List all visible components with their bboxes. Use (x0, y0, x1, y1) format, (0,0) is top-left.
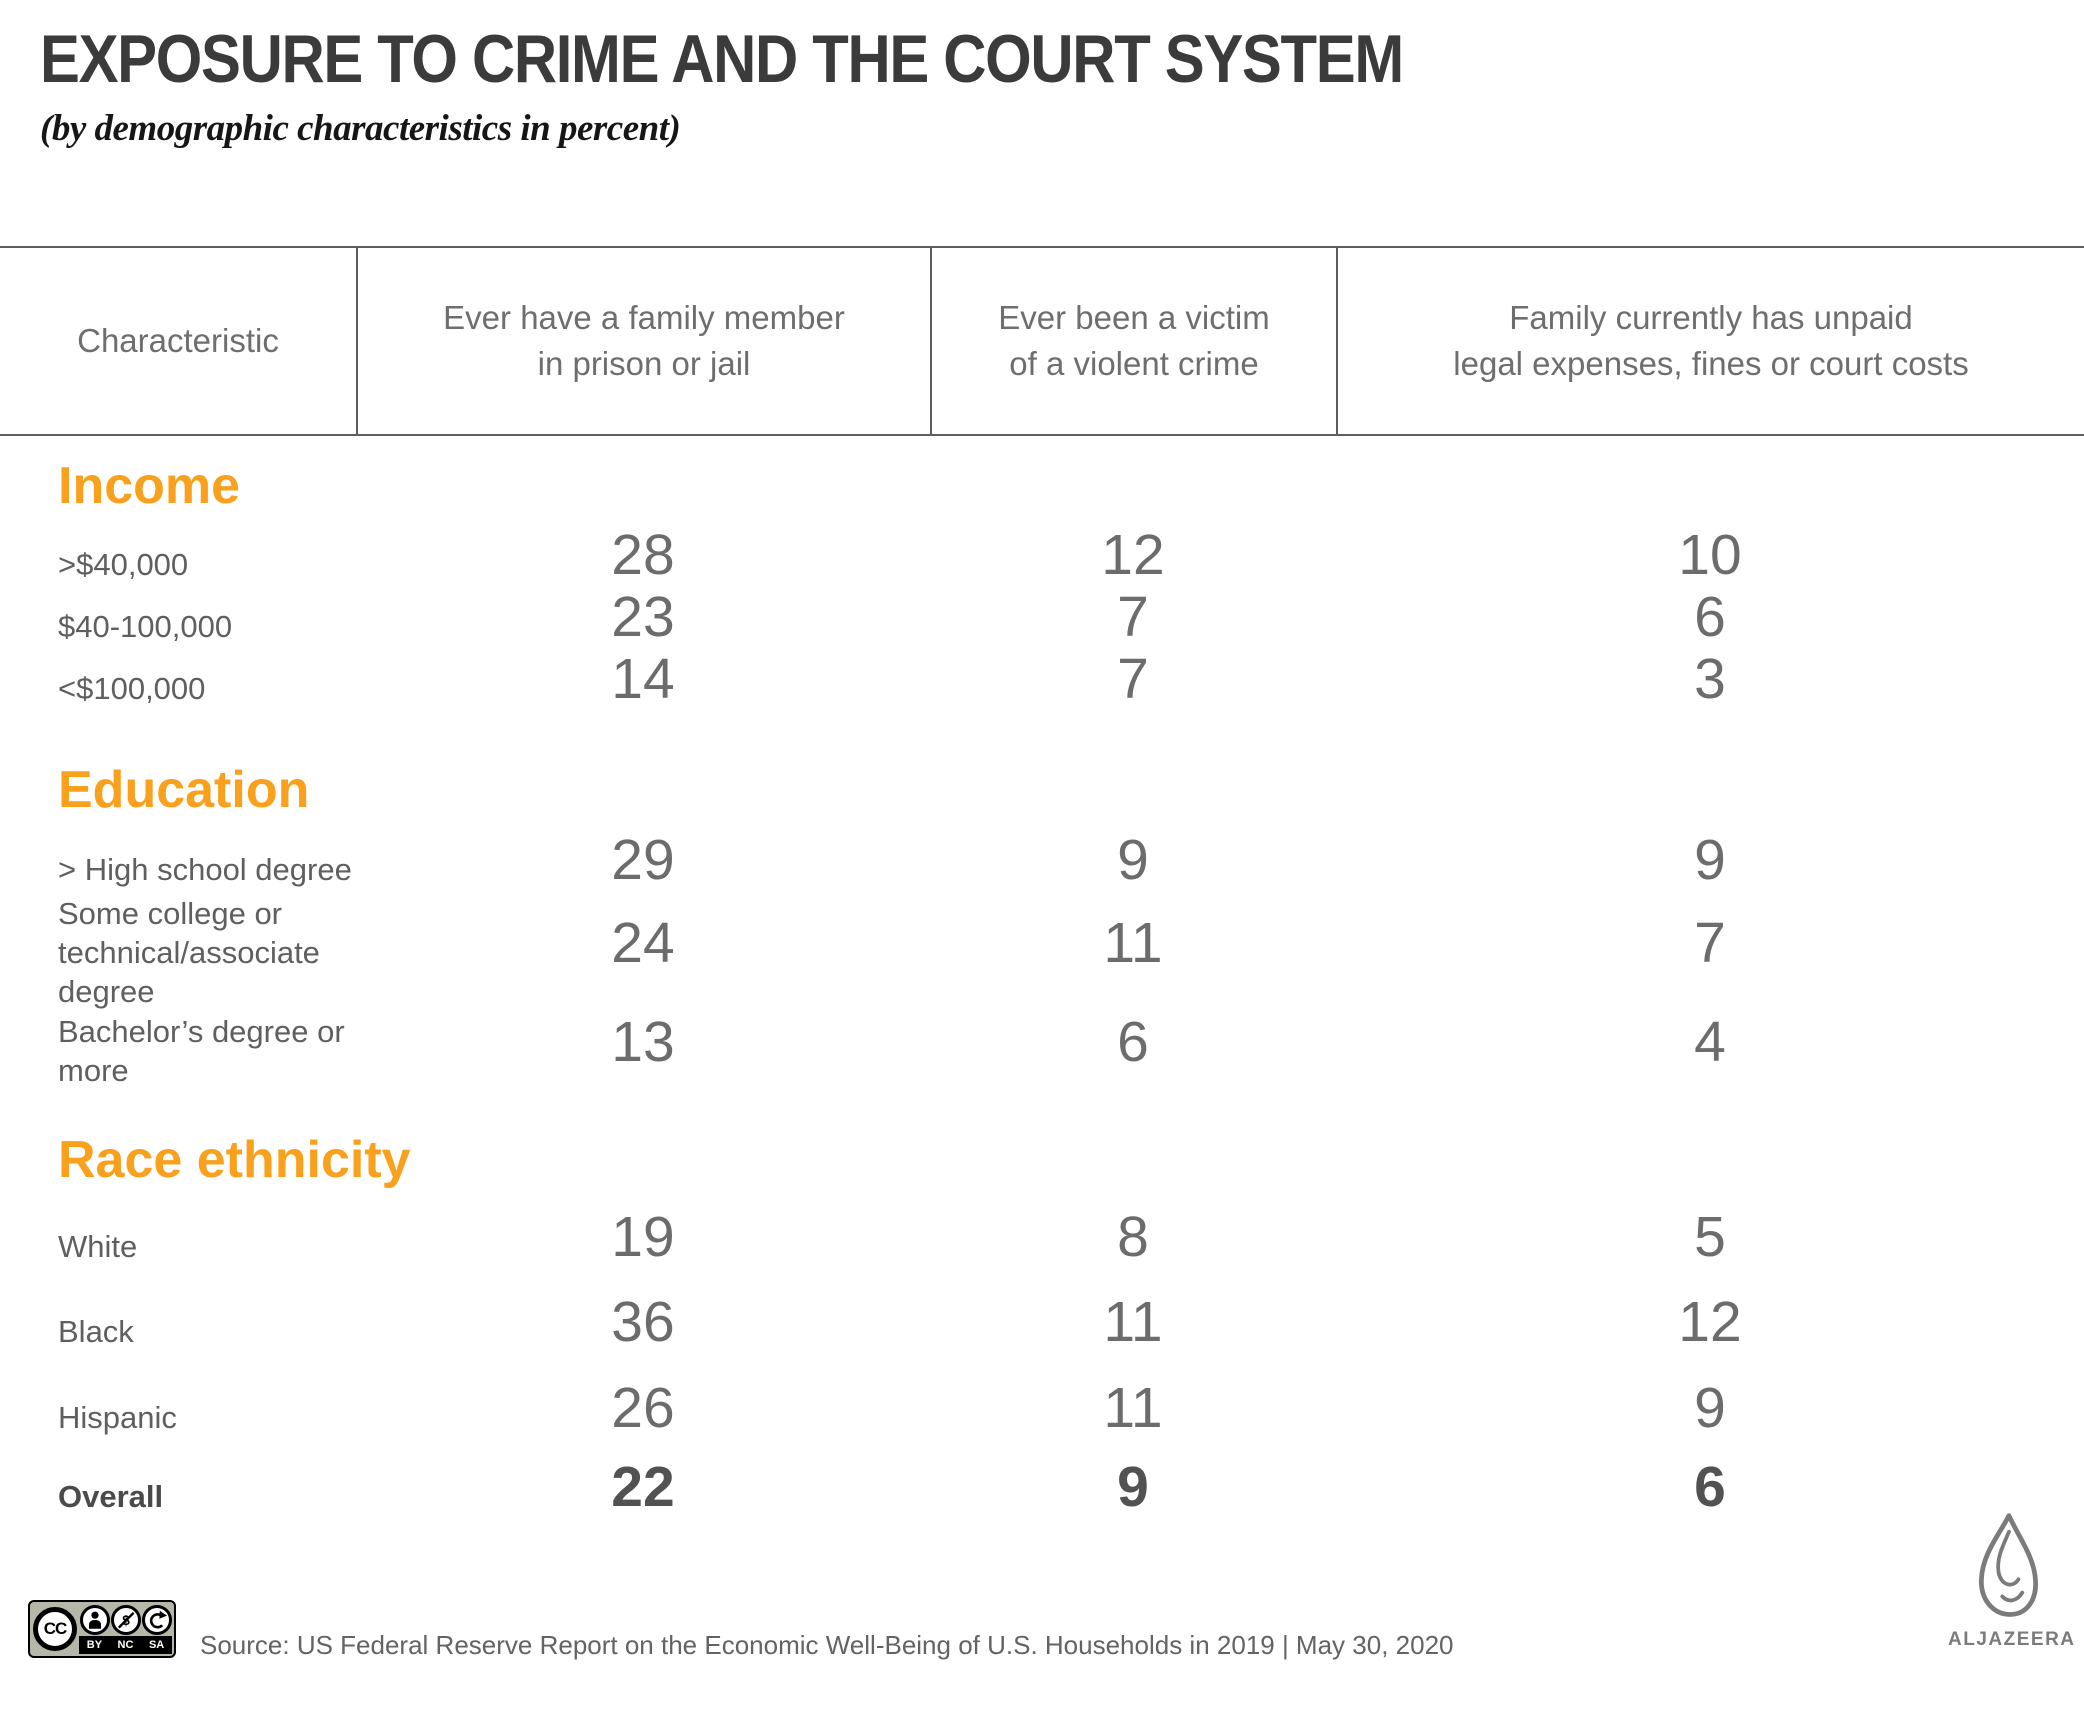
value-victim-crime: 11 (1103, 1376, 1163, 1440)
row-label-text: Some college or (58, 896, 283, 931)
cc-sa-label: SA (148, 1638, 165, 1651)
row-label-text: Black (58, 1313, 134, 1349)
value-legal-expenses: 9 (1694, 828, 1726, 892)
aljazeera-wordmark: ALJAZEERA (1948, 1629, 2076, 1650)
page-title: EXPOSURE TO CRIME AND THE COURT SYSTEM (40, 21, 1404, 97)
row-label: $40-100,000 (0, 608, 356, 647)
aljazeera-flame-icon (1979, 1513, 2038, 1617)
cc-sa-arrow-icon (142, 1605, 172, 1635)
cc-license-badge: CC $ BY NC SA (28, 1600, 176, 1658)
column-header-text: Ever been a victim (998, 298, 1270, 336)
table-row-hispanic: Hispanic 26 11 9 (0, 1376, 2084, 1453)
value-legal-expenses: 12 (1678, 1290, 1742, 1354)
row-label: Some college or technical/associate degr… (0, 895, 356, 1011)
table-row-black: Black 36 11 12 (0, 1290, 2084, 1367)
source-attribution: Source: US Federal Reserve Report on the… (200, 1630, 1454, 1660)
row-label-text: <$100,000 (58, 670, 206, 706)
cc-nc-label: NC (117, 1638, 134, 1651)
row-label-text: Bachelor’s degree or more (58, 1014, 345, 1088)
value-family-prison: 26 (611, 1376, 675, 1440)
row-label: >$40,000 (0, 546, 356, 585)
value-victim-crime: 11 (1103, 1290, 1163, 1354)
table-row-highschool: > High school degree 29 9 9 (0, 828, 2084, 905)
table-row-income-over100k: <$100,000 14 7 3 (0, 647, 2084, 722)
value-family-prison: 24 (611, 911, 675, 976)
column-header-text: Characteristic (77, 321, 279, 359)
page-subtitle: (by demographic characteristics in perce… (40, 108, 681, 150)
row-label-text: >$40,000 (58, 546, 189, 582)
masthead: EXPOSURE TO CRIME AND THE COURT SYSTEM (… (40, 21, 1589, 150)
table-row-income-under40k: >$40,000 28 12 10 (0, 523, 2084, 598)
value-family-prison: 36 (611, 1290, 675, 1354)
column-header-text: legal expenses, fines or court costs (1453, 345, 1969, 382)
value-victim-crime: 9 (1117, 1455, 1149, 1519)
value-family-prison: 28 (611, 523, 675, 587)
value-victim-crime: 6 (1117, 1009, 1149, 1074)
cc-by-label: BY (86, 1638, 103, 1651)
column-header-text: Family currently has unpaid (1509, 298, 1913, 336)
section-heading-income: Income (58, 457, 241, 515)
row-label: > High school degree (0, 851, 356, 890)
value-family-prison: 13 (611, 1009, 675, 1074)
value-legal-expenses: 3 (1694, 647, 1726, 711)
value-victim-crime: 9 (1117, 828, 1149, 892)
table-row-bachelors: Bachelor’s degree or more 13 6 4 (0, 1010, 2084, 1088)
row-label-text: White (58, 1228, 138, 1264)
column-header-victim-crime: Ever been a victim of a violent crime (930, 248, 1336, 434)
cc-nc-dollar-icon: $ (111, 1605, 141, 1635)
value-victim-crime: 12 (1101, 523, 1165, 587)
row-label-text: Hispanic (58, 1399, 177, 1435)
row-label-text: technical/associate degree (58, 934, 320, 1009)
row-label: Hispanic (0, 1399, 356, 1438)
value-legal-expenses: 5 (1694, 1205, 1726, 1269)
row-label: Overall (0, 1478, 356, 1517)
value-legal-expenses: 9 (1694, 1376, 1726, 1440)
value-legal-expenses: 7 (1694, 911, 1726, 976)
value-victim-crime: 7 (1117, 647, 1149, 711)
value-family-prison: 19 (611, 1205, 675, 1269)
value-victim-crime: 11 (1103, 911, 1163, 976)
value-legal-expenses: 6 (1694, 585, 1726, 649)
section-heading-education: Education (58, 761, 310, 819)
row-label-text: $40-100,000 (58, 608, 233, 644)
column-header-family-prison: Ever have a family member in prison or j… (356, 248, 930, 434)
column-header-text: Ever have a family member (443, 298, 845, 336)
column-header-text: of a violent crime (1009, 345, 1259, 382)
table-header: Characteristic Ever have a family member… (0, 246, 2084, 436)
value-legal-expenses: 4 (1694, 1009, 1726, 1074)
aljazeera-logo: ALJAZEERA (1948, 1510, 2076, 1651)
column-header-characteristic: Characteristic (0, 248, 356, 434)
value-victim-crime: 7 (1117, 585, 1149, 649)
column-header-legal-expenses: Family currently has unpaid legal expens… (1336, 248, 2084, 434)
table-row-white: White 19 8 5 (0, 1205, 2084, 1282)
value-family-prison: 22 (611, 1455, 675, 1519)
value-victim-crime: 8 (1117, 1205, 1149, 1269)
table-row-somecollege: Some college or technical/associate degr… (0, 895, 2084, 1009)
column-header-text: in prison or jail (537, 345, 751, 382)
table-row-income-40-100k: $40-100,000 23 7 6 (0, 585, 2084, 660)
value-family-prison: 14 (611, 647, 675, 711)
row-label-text: > High school degree (58, 851, 352, 887)
section-heading-race: Race ethnicity (58, 1131, 411, 1189)
row-label: Bachelor’s degree or more (0, 1013, 356, 1091)
row-label: <$100,000 (0, 670, 356, 709)
cc-icon-text: CC (43, 1619, 68, 1638)
row-label: Black (0, 1313, 356, 1352)
value-legal-expenses: 6 (1694, 1455, 1726, 1519)
value-family-prison: 23 (611, 585, 675, 649)
row-label: White (0, 1228, 356, 1267)
cc-by-person-icon (80, 1605, 110, 1635)
table-row-overall: Overall 22 9 6 (0, 1455, 2084, 1532)
row-label-text: Overall (58, 1478, 164, 1514)
cc-icon: CC (33, 1607, 77, 1651)
value-family-prison: 29 (611, 828, 675, 892)
cc-license-labels: BY NC SA (79, 1636, 172, 1654)
value-legal-expenses: 10 (1678, 523, 1742, 587)
